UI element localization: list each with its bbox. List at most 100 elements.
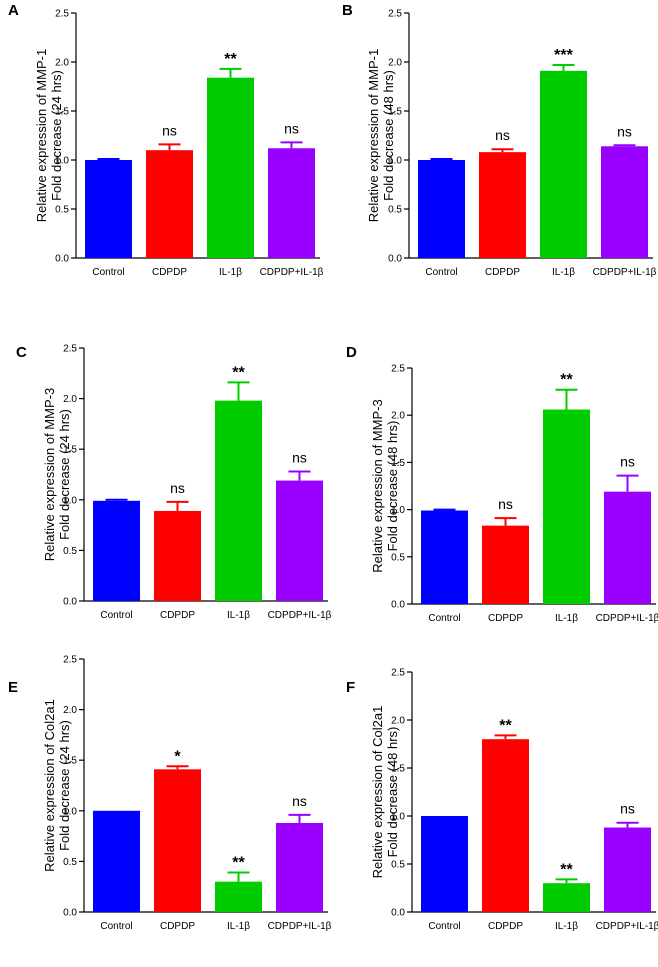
significance-label: ** [232,364,245,381]
y-tick-label: 0.0 [388,254,402,265]
y-tick-label: 0.5 [391,552,405,563]
y-tick-label: 0.5 [388,205,402,216]
bar [482,525,529,604]
y-tick-label: 2.0 [388,58,402,69]
category-label: IL-1β [227,921,250,932]
y-tick-label: 0.5 [391,860,405,871]
y-tick-label: 0.5 [55,205,69,216]
y-axis-label: Fold decrease (48 hrs) [385,421,400,552]
y-tick-label: 1.5 [391,458,405,469]
y-axis-label: Relative expression of MMP-3 [42,388,57,561]
bar [540,70,587,258]
y-axis-label: Relative expression of MMP-3 [370,399,385,572]
bar [543,409,590,604]
panel-label: A [8,2,19,19]
y-tick-label: 0.0 [63,597,77,608]
panel-label: C [16,344,27,361]
category-label: Control [100,921,132,932]
category-label: CDPDP+IL-1β [593,267,657,278]
chart-panel-e: E Relative expression of Col2a1 Fold decre… [8,655,332,933]
category-label: CDPDP [485,267,520,278]
category-label: CDPDP [160,610,195,621]
y-tick-label: 1.5 [388,107,402,118]
y-tick-label: 2.0 [63,705,77,716]
y-axis-label: Fold decrease (24 hrs) [49,70,64,201]
bar [421,816,468,912]
y-axis-label: Fold decrease (24 hrs) [57,409,72,540]
panel-label: D [346,344,357,361]
y-tick-label: 1.5 [391,764,405,775]
y-tick-label: 1.0 [55,156,69,167]
y-axis-label: Fold decrease (24 hrs) [57,720,72,851]
y-axis-label: Relative expression of Col2a1 [42,699,57,872]
bar [543,883,590,912]
significance-label: ns [170,480,185,496]
category-label: Control [428,613,460,624]
category-label: CDPDP [488,921,523,932]
bar [93,810,140,912]
y-tick-label: 1.5 [63,756,77,767]
bar [146,150,193,258]
category-label: CDPDP [152,267,187,278]
significance-label: ns [620,454,635,470]
significance-label: ns [284,120,299,136]
bar [154,769,201,912]
y-tick-label: 0.0 [55,254,69,265]
bar [276,480,323,601]
y-tick-label: 0.5 [63,857,77,868]
significance-label: ns [617,123,632,139]
bar [604,491,651,604]
y-tick-label: 2.5 [388,9,402,20]
category-label: IL-1β [552,267,575,278]
significance-label: ns [498,496,513,512]
y-tick-label: 2.5 [63,344,77,355]
y-tick-label: 2.5 [55,9,69,20]
y-tick-label: 0.0 [63,908,77,919]
bar [604,827,651,912]
y-tick-label: 2.0 [391,716,405,727]
significance-label: ** [499,717,512,734]
bar [215,400,262,601]
category-label: Control [425,267,457,278]
category-label: CDPDP+IL-1β [268,921,332,932]
y-tick-label: 2.5 [391,364,405,375]
y-tick-label: 2.5 [391,668,405,679]
y-tick-label: 2.0 [391,411,405,422]
category-label: Control [92,267,124,278]
significance-label: ** [560,372,573,389]
y-tick-label: 1.5 [55,107,69,118]
y-tick-label: 0.0 [391,908,405,919]
significance-label: ns [495,127,510,143]
y-tick-label: 2.0 [55,58,69,69]
category-label: CDPDP+IL-1β [596,613,658,624]
chart-panel-d: D Relative expression of MMP-3 Fold decrea… [346,344,658,624]
chart-panel-f: F Relative expression of Col2a1 Fold decre… [346,668,658,933]
chart-panel-a: A Relative expression of MMP-1 Fold decrea… [8,2,324,278]
category-label: CDPDP+IL-1β [260,267,324,278]
chart-panel-b: B Relative expression of MMP-1 Fold decrea… [342,2,657,278]
panel-label: E [8,679,18,696]
y-axis-label: Relative expression of MMP-1 [366,49,381,222]
category-label: IL-1β [227,610,250,621]
significance-label: ** [560,861,573,878]
significance-label: ns [292,793,307,809]
y-axis-label: Fold decrease (48 hrs) [385,727,400,858]
category-label: CDPDP+IL-1β [268,610,332,621]
y-tick-label: 1.0 [63,495,77,506]
y-tick-label: 2.0 [63,394,77,405]
y-tick-label: 1.0 [63,806,77,817]
category-label: IL-1β [219,267,242,278]
significance-label: * [174,748,181,765]
significance-label: ns [292,449,307,465]
y-tick-label: 1.0 [391,812,405,823]
y-axis-label: Relative expression of Col2a1 [370,706,385,879]
y-tick-label: 1.5 [63,445,77,456]
category-label: IL-1β [555,613,578,624]
y-axis-label: Fold decrease (48 hrs) [381,70,396,201]
category-label: IL-1β [555,921,578,932]
bar [85,160,132,258]
bar [482,739,529,912]
y-tick-label: 0.5 [63,546,77,557]
category-label: CDPDP+IL-1β [596,921,658,932]
